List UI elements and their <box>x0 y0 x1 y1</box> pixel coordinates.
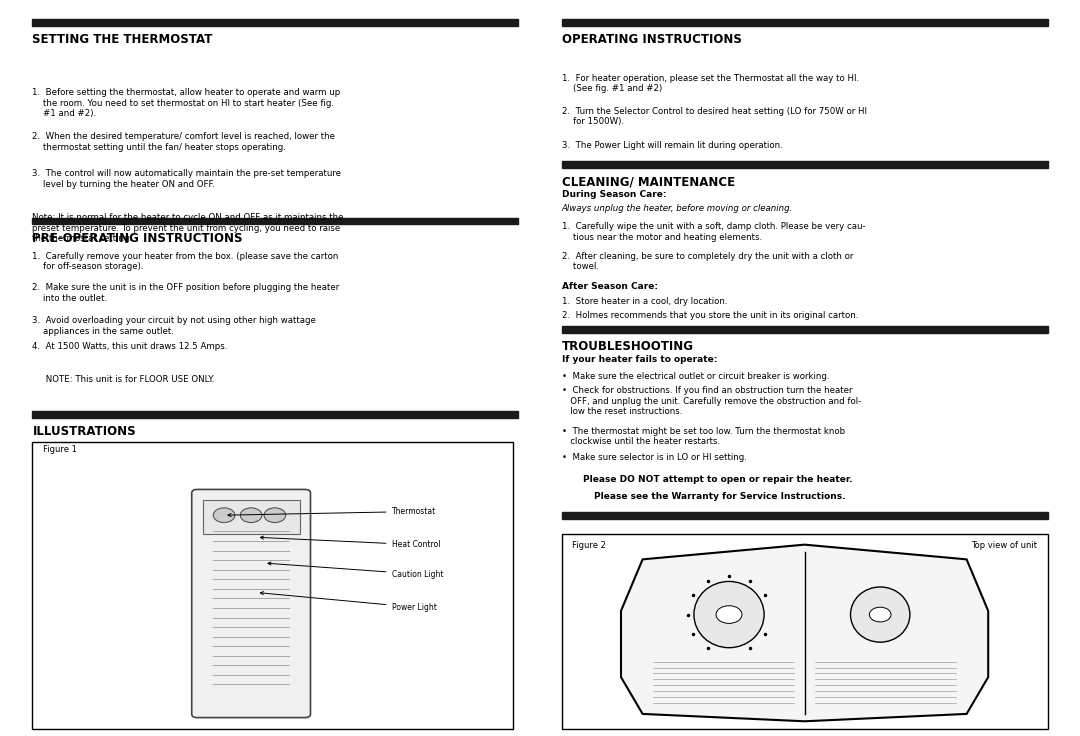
FancyBboxPatch shape <box>192 489 311 718</box>
Text: Note: It is normal for the heater to cycle ON and OFF as it maintains the
preset: Note: It is normal for the heater to cyc… <box>32 213 343 243</box>
Text: Please see the Warranty for Service Instructions.: Please see the Warranty for Service Inst… <box>594 492 846 500</box>
Ellipse shape <box>693 581 765 648</box>
Text: 1.  For heater operation, please set the Thermostat all the way to HI.
    (See : 1. For heater operation, please set the … <box>562 74 859 93</box>
Text: 4.  At 1500 Watts, this unit draws 12.5 Amps.: 4. At 1500 Watts, this unit draws 12.5 A… <box>32 342 228 351</box>
Text: SETTING THE THERMOSTAT: SETTING THE THERMOSTAT <box>32 33 213 46</box>
Text: •  The thermostat might be set too low. Turn the thermostat knob
   clockwise un: • The thermostat might be set too low. T… <box>562 427 845 446</box>
Bar <box>203 500 300 534</box>
Bar <box>562 326 1048 333</box>
Text: Top view of unit: Top view of unit <box>971 541 1037 550</box>
Text: 2.  Holmes recommends that you store the unit in its original carton.: 2. Holmes recommends that you store the … <box>562 311 858 320</box>
Text: 3.  The control will now automatically maintain the pre-set temperature
    leve: 3. The control will now automatically ma… <box>32 169 341 188</box>
Text: Power Light: Power Light <box>260 592 436 612</box>
Text: Always unplug the heater, before moving or cleaning.: Always unplug the heater, before moving … <box>562 204 793 213</box>
Text: TROUBLESHOOTING: TROUBLESHOOTING <box>562 340 693 353</box>
Text: Caution Light: Caution Light <box>268 562 443 578</box>
Text: 1.  Before setting the thermostat, allow heater to operate and warm up
    the r: 1. Before setting the thermostat, allow … <box>32 88 340 118</box>
Text: 1.  Store heater in a cool, dry location.: 1. Store heater in a cool, dry location. <box>562 297 727 305</box>
Text: 2.  Turn the Selector Control to desired heat setting (LO for 750W or HI
    for: 2. Turn the Selector Control to desired … <box>562 107 866 126</box>
Circle shape <box>241 508 262 523</box>
Text: After Season Care:: After Season Care: <box>562 282 658 291</box>
Text: 1.  Carefully wipe the unit with a soft, damp cloth. Please be very cau-
    tio: 1. Carefully wipe the unit with a soft, … <box>562 222 865 241</box>
Text: CLEANING/ MAINTENANCE: CLEANING/ MAINTENANCE <box>562 175 734 188</box>
Circle shape <box>265 508 285 523</box>
Bar <box>562 161 1048 168</box>
Text: Please DO NOT attempt to open or repair the heater.: Please DO NOT attempt to open or repair … <box>583 475 853 484</box>
Circle shape <box>214 508 235 523</box>
FancyBboxPatch shape <box>562 534 1048 729</box>
Text: NOTE: This unit is for FLOOR USE ONLY.: NOTE: This unit is for FLOOR USE ONLY. <box>32 375 215 384</box>
Text: 3.  Avoid overloading your circuit by not using other high wattage
    appliance: 3. Avoid overloading your circuit by not… <box>32 316 316 336</box>
FancyBboxPatch shape <box>32 442 513 729</box>
Text: 2.  Make sure the unit is in the OFF position before plugging the heater
    int: 2. Make sure the unit is in the OFF posi… <box>32 283 339 302</box>
Bar <box>32 218 518 224</box>
Text: •  Check for obstructions. If you find an obstruction turn the heater
   OFF, an: • Check for obstructions. If you find an… <box>562 386 861 416</box>
Circle shape <box>869 607 891 622</box>
Text: OPERATING INSTRUCTIONS: OPERATING INSTRUCTIONS <box>562 33 742 46</box>
Text: ILLUSTRATIONS: ILLUSTRATIONS <box>32 425 136 439</box>
Bar <box>562 512 1048 519</box>
Text: 2.  After cleaning, be sure to completely dry the unit with a cloth or
    towel: 2. After cleaning, be sure to completely… <box>562 252 853 271</box>
Text: 2.  When the desired temperature/ comfort level is reached, lower the
    thermo: 2. When the desired temperature/ comfort… <box>32 132 336 152</box>
Text: •  Make sure the electrical outlet or circuit breaker is working.: • Make sure the electrical outlet or cir… <box>562 372 829 381</box>
Bar <box>32 19 518 26</box>
Ellipse shape <box>851 587 909 642</box>
Bar <box>562 19 1048 26</box>
Text: 1.  Carefully remove your heater from the box. (please save the carton
    for o: 1. Carefully remove your heater from the… <box>32 252 339 271</box>
Text: PRE-OPERATING INSTRUCTIONS: PRE-OPERATING INSTRUCTIONS <box>32 232 243 245</box>
Text: Figure 2: Figure 2 <box>572 541 606 550</box>
Text: Heat Control: Heat Control <box>260 536 440 549</box>
Text: •  Make sure selector is in LO or HI setting.: • Make sure selector is in LO or HI sett… <box>562 453 746 461</box>
Text: If your heater fails to operate:: If your heater fails to operate: <box>562 355 717 364</box>
Text: During Season Care:: During Season Care: <box>562 190 666 199</box>
Circle shape <box>716 606 742 623</box>
Polygon shape <box>621 545 988 721</box>
Text: Thermostat: Thermostat <box>228 507 435 517</box>
Text: Figure 1: Figure 1 <box>43 445 77 454</box>
Text: 3.  The Power Light will remain lit during operation.: 3. The Power Light will remain lit durin… <box>562 141 782 150</box>
Bar <box>32 411 518 418</box>
